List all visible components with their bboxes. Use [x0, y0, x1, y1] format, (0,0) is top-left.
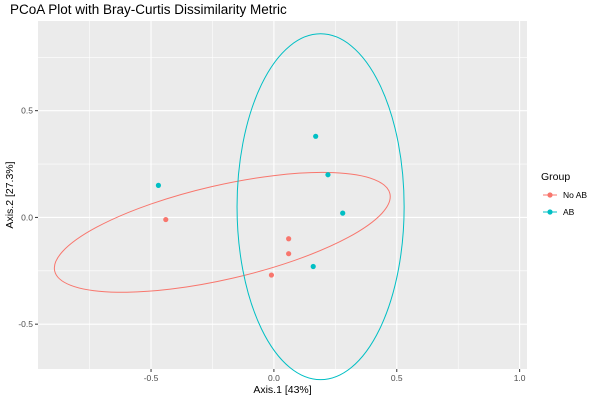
data-points: [155, 133, 346, 278]
legend-label-ab: AB: [563, 207, 575, 217]
x-tick-label: 0.5: [391, 373, 403, 383]
point-ab: [340, 210, 346, 216]
y-axis-label: Axis.2 [27.3%]: [4, 161, 16, 228]
ellipse-no-ab: [53, 171, 391, 293]
y-tick-label: -0.5: [18, 319, 33, 329]
point-no-ab: [163, 216, 169, 223]
point-no-ab: [268, 272, 275, 278]
point-no-ab: [286, 236, 292, 242]
x-tick-label: 1.0: [514, 373, 526, 383]
point-ab: [310, 263, 316, 270]
y-tick-label: 0.5: [21, 106, 33, 116]
point-ab: [325, 172, 331, 178]
confidence-ellipses: [53, 33, 405, 381]
chart-title: PCoA Plot with Bray-Curtis Dissimilarity…: [10, 2, 287, 17]
x-axis-label: Axis.1 [43%]: [253, 384, 311, 396]
minor-grid: [38, 21, 527, 369]
x-tick-label: -0.5: [144, 373, 159, 383]
plot-panel: [38, 21, 527, 369]
x-axis-ticks: -0.5 0.0 0.5 1.0: [144, 369, 526, 383]
legend-title: Group: [541, 171, 570, 183]
major-grid: [38, 21, 527, 369]
legend-key-point-ab: [547, 209, 553, 215]
y-tick-label: 0.0: [21, 212, 33, 222]
point-no-ab: [286, 251, 292, 257]
legend-label-no-ab: No AB: [563, 190, 587, 200]
legend: Group No AB AB: [541, 171, 587, 217]
point-ab: [155, 182, 162, 188]
y-axis-ticks: -0.5 0.0 0.5: [18, 106, 38, 329]
point-ab: [313, 133, 319, 139]
legend-key-point-no-ab: [547, 192, 553, 198]
x-tick-label: 0.0: [268, 373, 280, 383]
ellipse-ab: [236, 33, 405, 381]
